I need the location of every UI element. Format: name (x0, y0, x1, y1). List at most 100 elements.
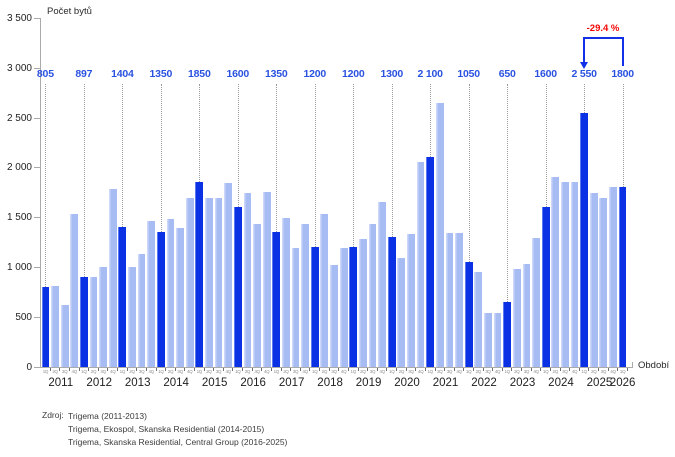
quarter-label: 1Q (350, 369, 357, 374)
quarter-label: 2Q (437, 369, 443, 374)
bar-2q-2015 (205, 198, 213, 367)
x-axis-minor-tick (347, 368, 349, 371)
year-label-2021: 2021 (432, 377, 459, 389)
y-axis-tick (34, 267, 40, 269)
q1-dropline (160, 84, 162, 233)
quarter-label: 1Q (119, 369, 126, 374)
bar-2q-2019 (358, 239, 367, 367)
bar-4q-2011 (70, 214, 79, 367)
quarter-label: 4Q (340, 369, 347, 374)
source-line: Trigema, Ekospol, Skanska Residential (2… (68, 424, 265, 434)
bar-3q-2017 (291, 248, 300, 367)
quarter-label: 4Q (110, 369, 116, 374)
bar-1q-2013 (118, 226, 127, 367)
quarter-label: 4Q (263, 369, 270, 374)
x-axis-minor-tick (598, 368, 600, 371)
x-axis-minor-tick (530, 368, 532, 371)
bar-1q-2021 (426, 157, 435, 367)
y-axis-tick (34, 67, 40, 69)
quarter-label: 4Q (302, 369, 308, 374)
bar-3q-2025 (599, 198, 608, 367)
bar-1q-2022 (464, 262, 473, 367)
bar-4q-2019 (378, 202, 386, 367)
x-axis-minor-tick (463, 368, 465, 371)
x-axis-minor-tick (97, 368, 99, 371)
bar-4q-2014 (185, 198, 194, 367)
x-axis-minor-tick (501, 368, 503, 371)
year-label-2025: 2025 (586, 377, 613, 389)
q1-value-label: 650 (498, 68, 516, 80)
bar-2q-2017 (282, 218, 290, 367)
x-axis-minor-tick (521, 368, 523, 371)
x-axis-minor-tick (126, 368, 128, 371)
quarter-label: 2Q (475, 369, 482, 374)
y-axis-tick-label: 2 000 (6, 162, 32, 174)
year-label-2017: 2017 (278, 377, 305, 389)
quarter-label: 3Q (215, 369, 222, 374)
q1-value-label: 2 550 (571, 68, 597, 80)
q1-value-label: 1200 (341, 68, 365, 80)
year-label-2016: 2016 (240, 377, 266, 389)
x-axis-minor-tick (607, 368, 609, 371)
quarter-label: 1Q (619, 369, 626, 374)
y-axis-title: Počet bytů (47, 6, 92, 17)
x-axis-minor-tick (424, 368, 426, 371)
x-axis-minor-tick (165, 368, 167, 371)
q1-dropline (122, 84, 124, 227)
quarter-label: 4Q (225, 369, 231, 374)
quarter-label: 2Q (552, 369, 559, 374)
quarter-label: 3Q (138, 369, 145, 374)
quarter-label: 3Q (331, 369, 337, 374)
bar-4q-2025 (609, 187, 617, 367)
quarter-label: 2Q (514, 369, 520, 374)
x-axis-minor-tick (49, 368, 51, 371)
quarter-label: 2Q (206, 369, 212, 374)
year-label-2011: 2011 (48, 377, 74, 389)
bar-1q-2016 (233, 207, 242, 367)
x-axis-minor-tick (270, 368, 272, 371)
y-axis-tick (34, 17, 40, 19)
bar-2q-2023 (512, 269, 521, 367)
bar-1q-2026 (618, 187, 627, 367)
x-axis-minor-tick (511, 368, 513, 371)
q1-dropline (545, 84, 547, 208)
quarter-label: 1Q (581, 369, 587, 374)
source-line: Trigema (2011-2013) (68, 411, 147, 421)
q1-value-label: 897 (75, 68, 93, 80)
q1-dropline (199, 84, 201, 183)
y-axis-tick (34, 167, 40, 169)
quarter-label: 3Q (177, 369, 183, 374)
bar-3q-2012 (99, 267, 108, 367)
x-axis-minor-tick (68, 368, 70, 371)
x-axis-minor-tick (559, 368, 561, 371)
quarter-label: 1Q (81, 369, 87, 374)
bar-3q-2024 (560, 182, 569, 367)
q1-dropline (584, 84, 586, 113)
quarter-label: 1Q (273, 369, 280, 374)
bar-3q-2023 (522, 264, 531, 367)
quarter-label: 4Q (379, 369, 385, 374)
q1-dropline (507, 84, 509, 303)
x-axis-minor-tick (617, 368, 619, 371)
x-axis-minor-tick (59, 368, 61, 371)
x-axis-minor-tick (405, 368, 407, 371)
quarter-label: 1Q (235, 369, 241, 374)
quarter-label: 3Q (485, 369, 491, 374)
q1-value-label: 1850 (188, 68, 211, 80)
q1-value-label: 1800 (611, 68, 634, 80)
bar-2q-2021 (435, 102, 444, 367)
bar-1q-2017 (272, 232, 281, 367)
q1-dropline (430, 84, 432, 158)
year-label-2018: 2018 (317, 377, 343, 389)
quarter-label: 1Q (158, 369, 164, 374)
x-axis-minor-tick (174, 368, 176, 371)
bar-1q-2012 (79, 277, 88, 367)
x-axis-minor-tick (472, 368, 474, 371)
x-axis-minor-tick (415, 368, 417, 371)
x-axis-minor-tick (569, 368, 571, 371)
q1-value-label: 805 (36, 68, 54, 80)
bar-4q-2016 (262, 192, 271, 367)
quarter-label: 3Q (446, 369, 453, 374)
q1-dropline (314, 84, 316, 248)
bar-3q-2014 (176, 228, 184, 367)
